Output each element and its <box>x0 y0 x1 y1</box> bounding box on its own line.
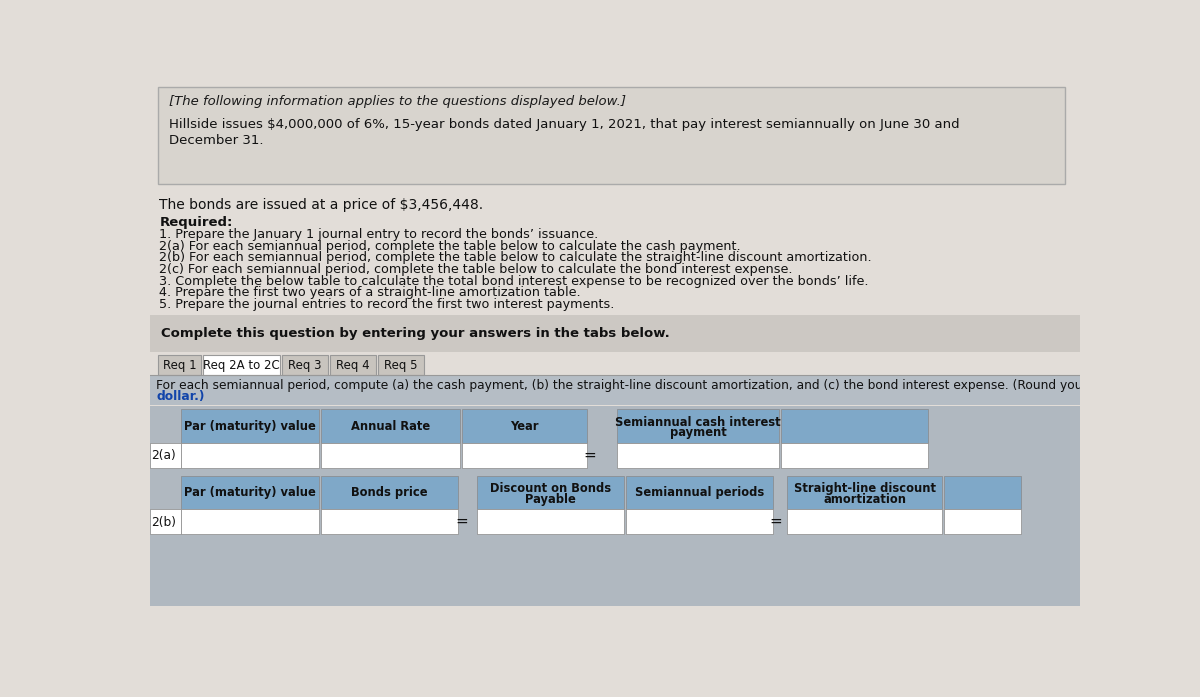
Text: [The following information applies to the questions displayed below.]: [The following information applies to th… <box>168 95 625 108</box>
Text: amortization: amortization <box>823 493 906 505</box>
Bar <box>787 510 942 534</box>
Bar <box>462 443 587 468</box>
Text: dollar.): dollar.) <box>156 390 204 403</box>
Text: =: = <box>584 448 596 463</box>
Bar <box>462 409 587 443</box>
Text: December 31.: December 31. <box>168 134 263 146</box>
Text: Bonds price: Bonds price <box>352 486 427 499</box>
Bar <box>787 475 942 510</box>
Bar <box>330 355 377 376</box>
Bar <box>943 510 1021 534</box>
Bar <box>282 355 329 376</box>
Text: 2(a): 2(a) <box>151 450 176 462</box>
Text: Complete this question by entering your answers in the tabs below.: Complete this question by entering your … <box>161 327 670 340</box>
Text: Year: Year <box>510 420 539 433</box>
Bar <box>150 443 181 468</box>
Text: 2(a) For each semiannual period, complete the table below to calculate the cash : 2(a) For each semiannual period, complet… <box>160 240 740 253</box>
Bar <box>150 468 1080 475</box>
Text: payment: payment <box>670 427 726 439</box>
Bar <box>781 409 928 443</box>
Text: Semiannual periods: Semiannual periods <box>635 486 764 499</box>
Text: 2(c) For each semiannual period, complete the table below to calculate the bond : 2(c) For each semiannual period, complet… <box>160 263 793 276</box>
Text: Req 2A to 2C: Req 2A to 2C <box>203 359 280 372</box>
Text: Hillside issues $4,000,000 of 6%, 15-year bonds dated January 1, 2021, that pay : Hillside issues $4,000,000 of 6%, 15-yea… <box>168 118 959 131</box>
Text: Req 3: Req 3 <box>288 359 322 372</box>
Bar <box>617 443 779 468</box>
Bar <box>320 475 458 510</box>
Text: Straight-line discount: Straight-line discount <box>793 482 936 495</box>
Text: =: = <box>770 514 782 529</box>
Bar <box>203 355 281 376</box>
Bar <box>626 475 773 510</box>
Bar <box>150 406 1080 606</box>
Bar <box>150 534 1080 549</box>
Bar <box>181 475 319 510</box>
Bar <box>157 355 202 376</box>
Text: 5. Prepare the journal entries to record the first two interest payments.: 5. Prepare the journal entries to record… <box>160 298 614 311</box>
Text: Annual Rate: Annual Rate <box>350 420 430 433</box>
Text: Required:: Required: <box>160 216 233 229</box>
Bar <box>181 510 319 534</box>
Bar <box>781 443 928 468</box>
Text: Req 5: Req 5 <box>384 359 418 372</box>
Text: 4. Prepare the first two years of a straight-line amortization table.: 4. Prepare the first two years of a stra… <box>160 286 581 299</box>
Text: The bonds are issued at a price of $3,456,448.: The bonds are issued at a price of $3,45… <box>160 198 484 212</box>
Text: 2(b) For each semiannual period, complete the table below to calculate the strai: 2(b) For each semiannual period, complet… <box>160 252 872 264</box>
Bar <box>617 409 779 443</box>
Bar <box>320 510 458 534</box>
Bar <box>378 355 425 376</box>
Bar <box>320 443 460 468</box>
Bar <box>150 510 181 534</box>
Text: Semiannual cash interest: Semiannual cash interest <box>616 415 781 429</box>
Text: 1. Prepare the January 1 journal entry to record the bonds’ issuance.: 1. Prepare the January 1 journal entry t… <box>160 229 599 241</box>
Bar <box>181 443 319 468</box>
Bar <box>943 475 1021 510</box>
Text: Req 4: Req 4 <box>336 359 370 372</box>
Text: 3. Complete the below table to calculate the total bond interest expense to be r: 3. Complete the below table to calculate… <box>160 275 869 288</box>
Text: For each semiannual period, compute (a) the cash payment, (b) the straight-line : For each semiannual period, compute (a) … <box>156 378 1198 392</box>
Text: 2(b): 2(b) <box>151 516 176 528</box>
Text: Par (maturity) value: Par (maturity) value <box>184 420 316 433</box>
Text: Payable: Payable <box>526 493 576 505</box>
Bar <box>478 510 624 534</box>
Bar <box>320 409 460 443</box>
Bar <box>626 510 773 534</box>
Bar <box>150 316 1080 353</box>
Bar <box>478 475 624 510</box>
Text: Par (maturity) value: Par (maturity) value <box>184 486 316 499</box>
Text: Discount on Bonds: Discount on Bonds <box>490 482 611 495</box>
Text: Req 1: Req 1 <box>163 359 197 372</box>
Bar <box>150 376 1080 405</box>
Text: =: = <box>455 514 468 529</box>
Bar <box>157 88 1064 184</box>
Bar <box>181 409 319 443</box>
